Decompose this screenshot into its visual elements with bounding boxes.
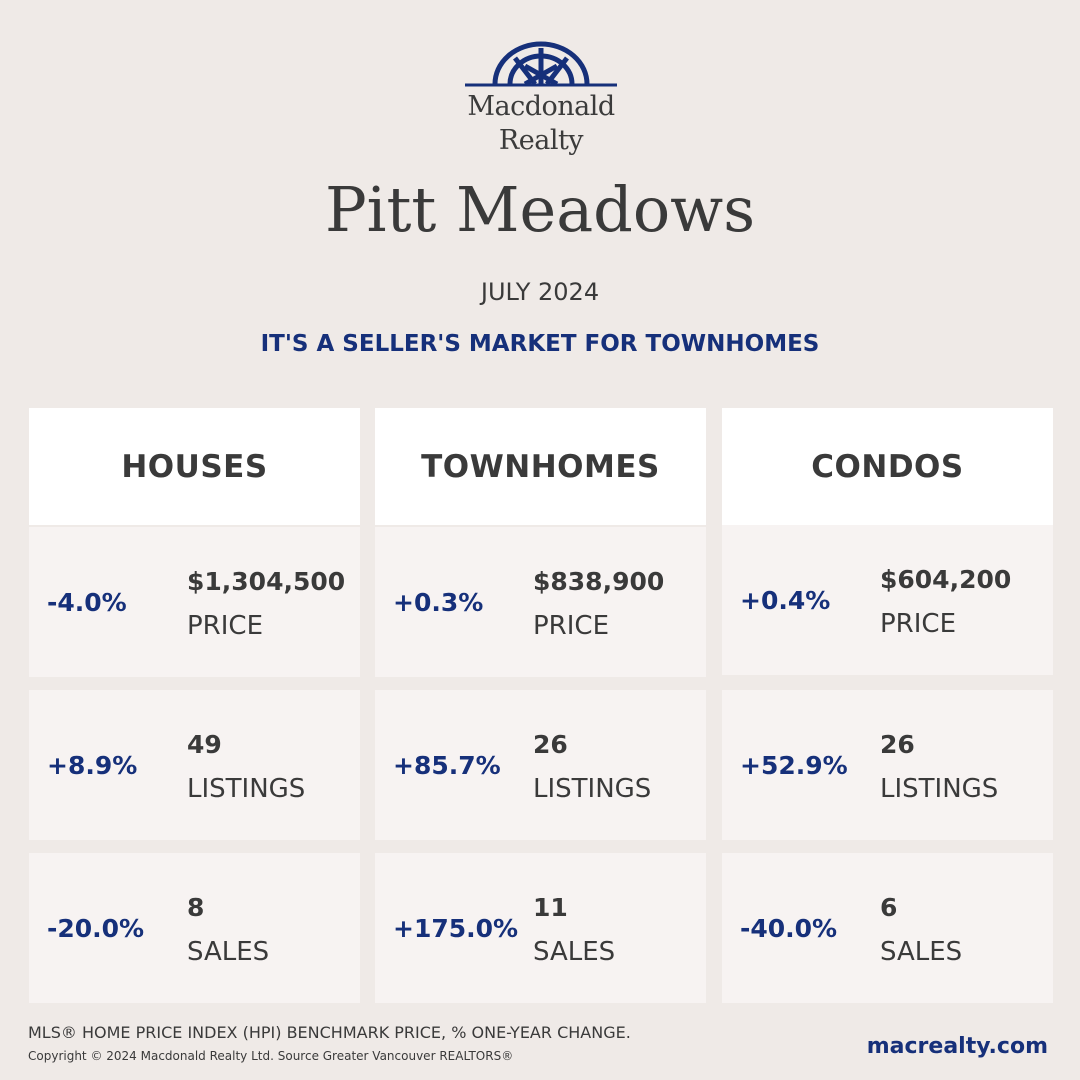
price-value: $604,200 (880, 565, 1012, 594)
market-headline: IT'S A SELLER'S MARKET FOR TOWNHOMES (260, 331, 820, 357)
price-label: PRICE (880, 609, 956, 639)
houses-price-card: -4.0% $1,304,500 PRICE (29, 527, 360, 677)
price-value: $1,304,500 (187, 567, 346, 596)
price-change: +0.3% (393, 587, 484, 617)
listings-label: LISTINGS (880, 774, 999, 804)
price-change: -4.0% (47, 587, 127, 617)
listings-label: LISTINGS (533, 774, 652, 804)
sales-change: -40.0% (740, 913, 838, 943)
listings-change: +85.7% (393, 750, 501, 780)
price-value: $838,900 (533, 567, 665, 596)
condos-listings-card: +52.9% 26 LISTINGS (722, 690, 1053, 840)
houses-listings-card: +8.9% 49 LISTINGS (29, 690, 360, 840)
condos-price-card: +0.4% $604,200 PRICE (722, 525, 1053, 675)
brand-name-line1: Macdonald (467, 91, 615, 122)
townhomes-column: TOWNHOMES (375, 408, 706, 525)
sales-label: SALES (187, 937, 270, 967)
listings-change: +8.9% (47, 750, 138, 780)
listings-label: LISTINGS (187, 774, 306, 804)
city-title: Pitt Meadows (324, 173, 756, 246)
houses-column: HOUSES (29, 408, 360, 525)
report-period: JULY 2024 (480, 278, 600, 306)
price-label: PRICE (533, 611, 609, 641)
price-label: PRICE (187, 611, 263, 641)
listings-value: 26 (880, 730, 915, 759)
column-title: HOUSES (29, 408, 360, 525)
townhomes-listings-card: +85.7% 26 LISTINGS (375, 690, 706, 840)
townhomes-price-card: +0.3% $838,900 PRICE (375, 527, 706, 677)
copyright-notice: Copyright © 2024 Macdonald Realty Ltd. S… (28, 1049, 514, 1063)
sales-change: -20.0% (47, 913, 145, 943)
brand-wordmark: Macdonald Realty (460, 90, 622, 158)
sales-change: +175.0% (393, 913, 519, 943)
sales-label: SALES (533, 937, 616, 967)
listings-value: 26 (533, 730, 568, 759)
brand-logo: Macdonald Realty (460, 38, 622, 162)
website-link[interactable]: macrealty.com (866, 1034, 1048, 1059)
townhomes-sales-card: +175.0% 11 SALES (375, 853, 706, 1003)
sales-value: 11 (533, 893, 568, 922)
condos-column: CONDOS (722, 408, 1053, 525)
price-change: +0.4% (740, 585, 831, 615)
column-title: TOWNHOMES (375, 408, 706, 525)
listings-value: 49 (187, 730, 222, 759)
hpi-footnote: MLS® HOME PRICE INDEX (HPI) BENCHMARK PR… (28, 1023, 631, 1042)
sales-value: 6 (880, 893, 898, 922)
condos-sales-card: -40.0% 6 SALES (722, 853, 1053, 1003)
listings-change: +52.9% (740, 750, 848, 780)
column-title: CONDOS (722, 408, 1053, 525)
macdonald-realty-arch-logo-icon (465, 41, 617, 87)
sales-label: SALES (880, 937, 963, 967)
sales-value: 8 (187, 893, 205, 922)
brand-name-line2: Realty (498, 125, 584, 156)
houses-sales-card: -20.0% 8 SALES (29, 853, 360, 1003)
